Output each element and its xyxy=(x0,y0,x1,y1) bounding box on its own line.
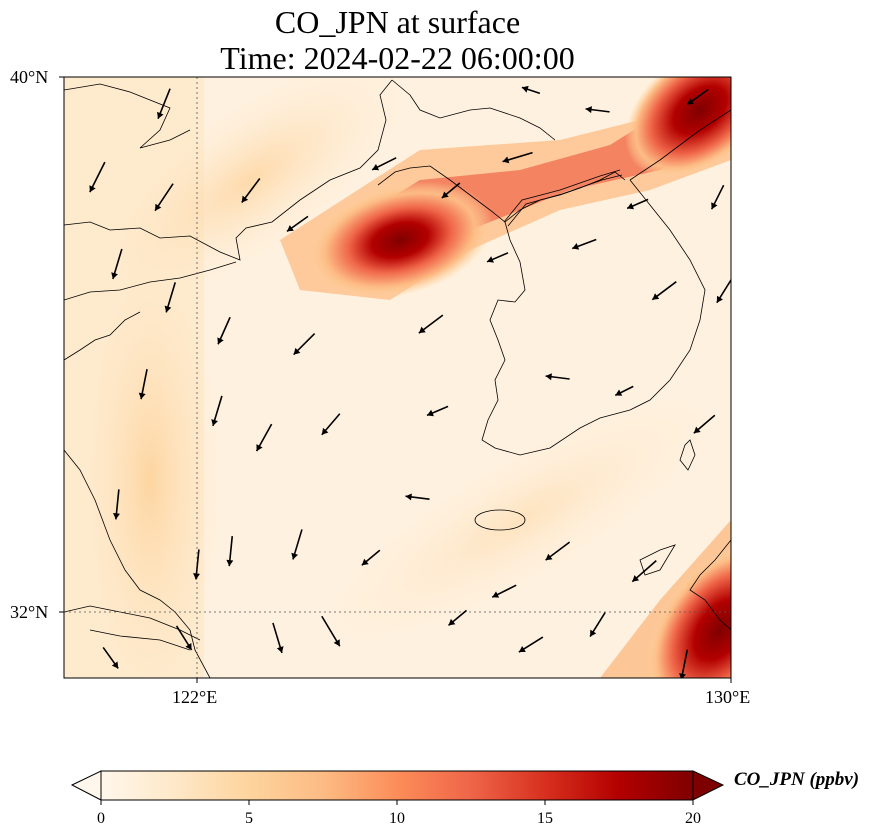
lat-label-40n: 40°N xyxy=(10,67,48,87)
colorbar-min-extend xyxy=(72,771,101,800)
map-area xyxy=(62,14,823,742)
lon-label-122e: 122°E xyxy=(172,687,217,707)
lat-label-32n: 32°N xyxy=(10,602,48,622)
lon-label-130e: 130°E xyxy=(705,687,750,707)
colorbar-tick-0: 0 xyxy=(97,810,105,828)
coastal-band xyxy=(80,250,220,710)
colorbar-tick-20: 20 xyxy=(685,810,701,828)
colorbar-tick-5: 5 xyxy=(245,810,253,828)
colorbar-label: CO_JPN (ppbv) xyxy=(734,769,859,791)
colorbar-gradient xyxy=(101,771,693,800)
colorbar-tick-10: 10 xyxy=(389,810,405,828)
map-figure xyxy=(0,0,881,760)
colorbar-tick-15: 15 xyxy=(537,810,553,828)
colorbar-max-extend xyxy=(693,771,723,800)
